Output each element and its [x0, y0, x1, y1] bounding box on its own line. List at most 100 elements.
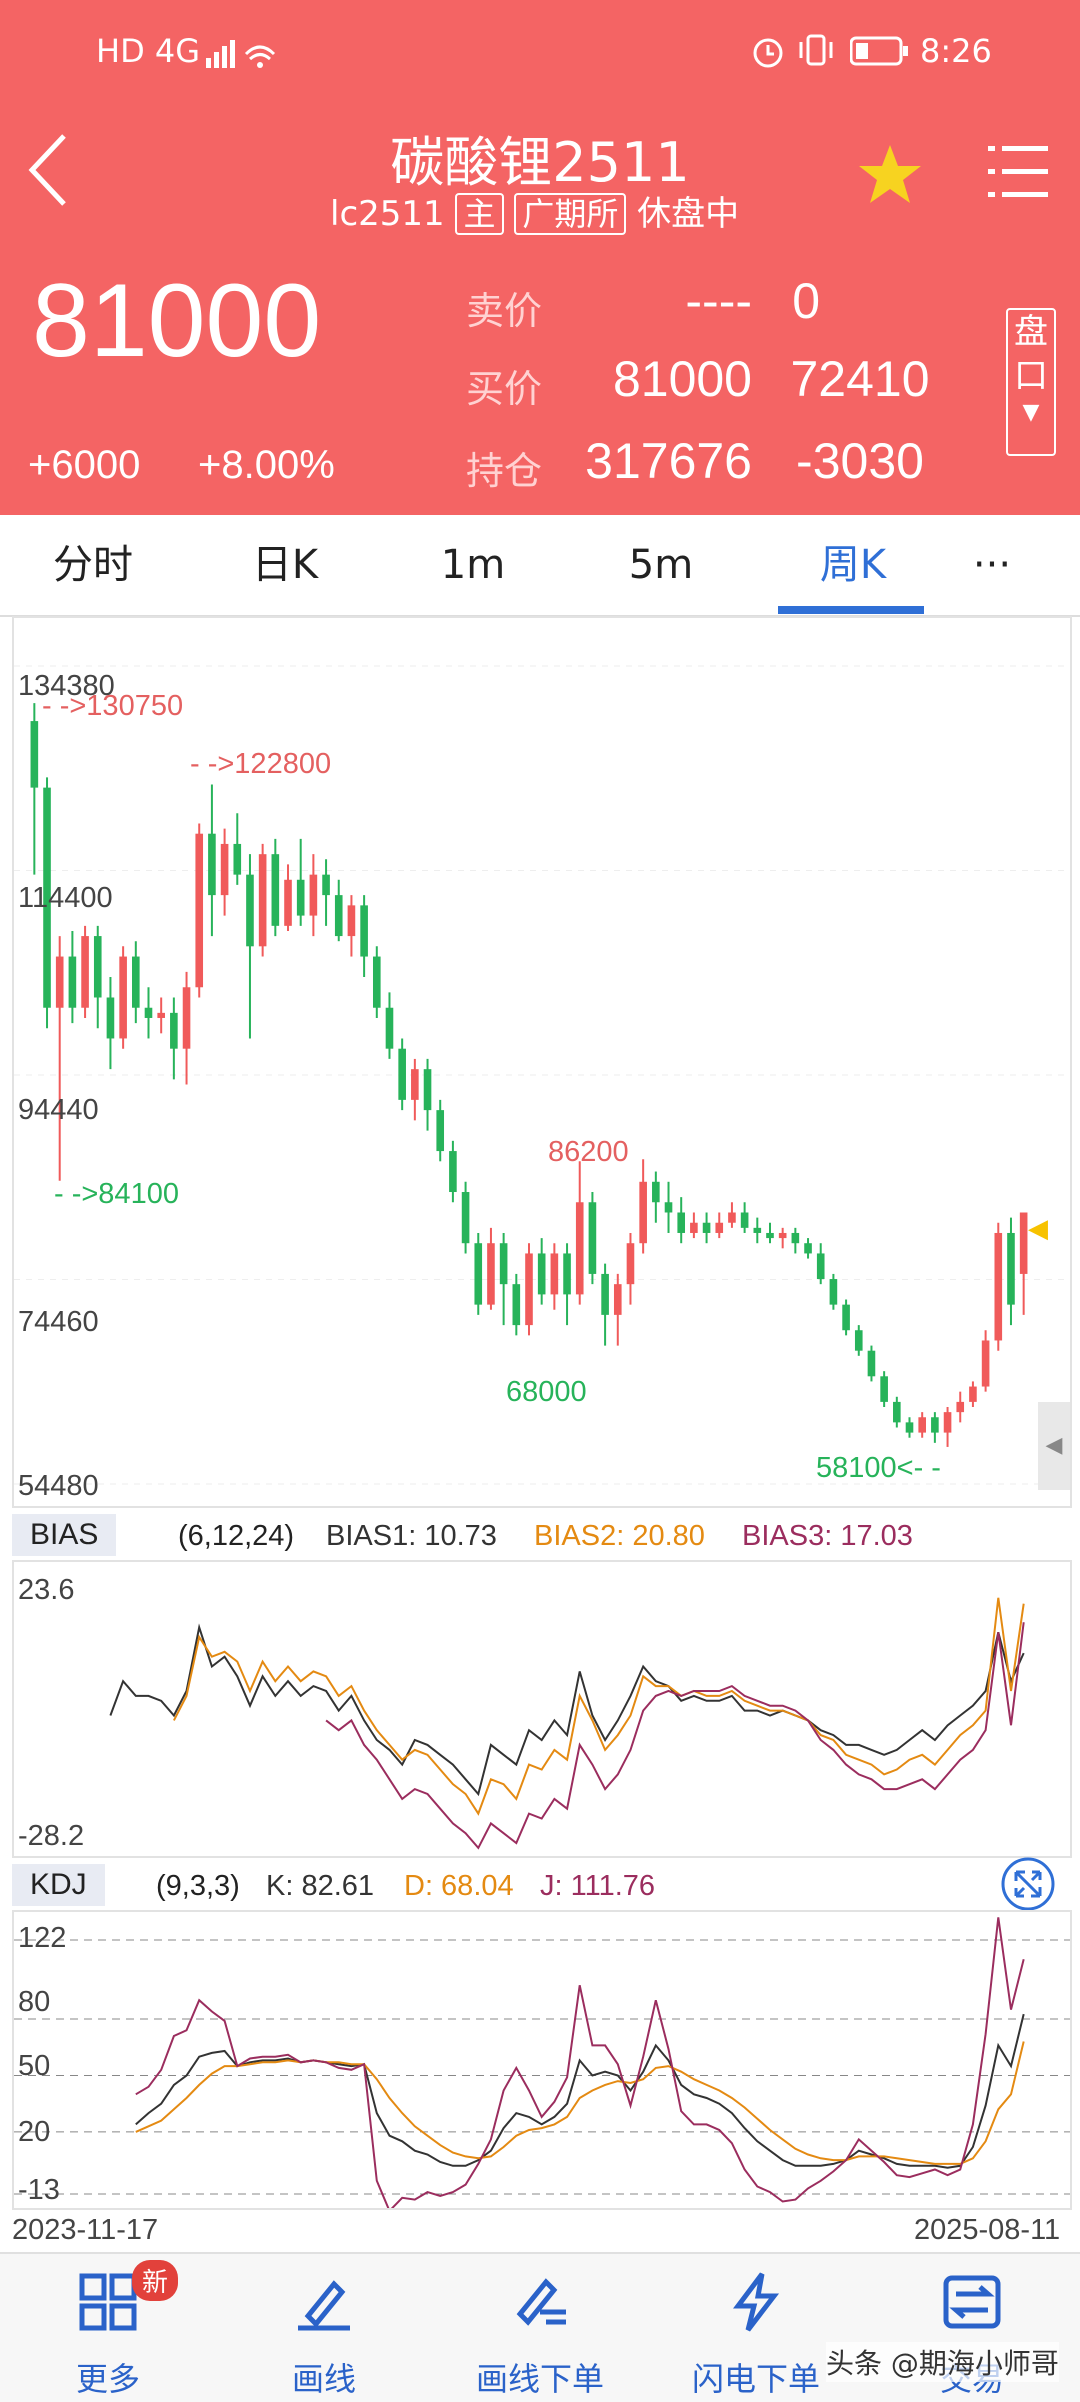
- open-interest-label: 持仓: [466, 449, 543, 493]
- ask-label: 卖价: [466, 289, 543, 333]
- tab-5m[interactable]: 5m: [628, 542, 694, 588]
- annotation-low-left: - ->84100: [54, 1178, 179, 1210]
- candle-body: [296, 879, 305, 916]
- candle-body: [157, 1012, 165, 1018]
- candle-body: [208, 833, 216, 896]
- exchange-tag: 广期所: [514, 193, 627, 235]
- contract-subtitle: lc2511 主 广期所 休盘中: [330, 186, 739, 235]
- candle-body: [1007, 1232, 1015, 1305]
- kdj-header: KDJ (9,3,3) K: 82.61 D: 68.04 J: 111.76: [12, 1857, 1068, 1911]
- candle-body: [880, 1376, 888, 1402]
- status-time: 8:26: [920, 32, 992, 70]
- nav-draw-order[interactable]: 画线下单: [440, 2254, 640, 2402]
- collapse-panel-icon[interactable]: ◀: [1038, 1402, 1070, 1490]
- candle-body: [411, 1069, 419, 1100]
- menu-icon[interactable]: [988, 144, 1048, 204]
- candle-body: [829, 1279, 838, 1305]
- tab-intraday[interactable]: 分时: [53, 542, 133, 588]
- candle-body: [1019, 1212, 1028, 1274]
- quote-header: HD 4G 8:26 碳酸锂2511 lc2511 主 广期所 休盘中 8100…: [0, 0, 1080, 515]
- bias-indicator-selector[interactable]: BIAS: [12, 1514, 117, 1556]
- back-arrow-icon: [28, 134, 66, 206]
- bias-panel[interactable]: 23.6 -28.2: [12, 1560, 1072, 1858]
- candle-body: [766, 1232, 774, 1239]
- candle-body: [81, 936, 89, 1008]
- candle-body: [753, 1227, 762, 1233]
- candle-body: [613, 1284, 622, 1315]
- candle-body: [449, 1151, 457, 1193]
- tab-daily-k[interactable]: 日K: [251, 542, 319, 588]
- candle-body: [575, 1202, 584, 1295]
- candle-body: [854, 1330, 863, 1351]
- candle-body: [461, 1192, 470, 1244]
- draw-order-icon: [516, 2278, 566, 2326]
- candle-body: [702, 1222, 711, 1233]
- kdj-chart: [14, 1917, 1070, 2208]
- nav-flash-order[interactable]: 闪电下单: [656, 2254, 856, 2402]
- candle-body: [43, 787, 51, 1008]
- x-start-date: 2023-11-17: [12, 2214, 159, 2246]
- candle-body: [867, 1350, 876, 1377]
- kdj-k-value: K: 82.61: [266, 1870, 375, 1902]
- y-tick-label: 94440: [18, 1094, 99, 1126]
- bias2-value: BIAS2: 20.80: [534, 1520, 705, 1552]
- biasSvg-series-line: [173, 1597, 1025, 1816]
- bias1-value: BIAS1: 10.73: [326, 1520, 497, 1552]
- candle-body: [956, 1401, 965, 1413]
- candle-body: [195, 833, 204, 988]
- candle-body: [106, 997, 115, 1039]
- bid-label: 买价: [466, 367, 543, 411]
- more-tabs-button[interactable]: ···: [972, 542, 1012, 588]
- candle-body: [93, 936, 102, 998]
- fullscreen-icon[interactable]: [1000, 1856, 1056, 1916]
- candle-body: [284, 879, 292, 926]
- candle-body: [182, 987, 191, 1049]
- candle-body: [804, 1243, 812, 1254]
- tab-1m[interactable]: 1m: [440, 542, 506, 588]
- candle-body: [487, 1243, 495, 1305]
- candle-body: [816, 1253, 825, 1280]
- lightning-icon: [733, 2272, 780, 2332]
- candle-body: [893, 1401, 901, 1423]
- battery-icon: [849, 36, 910, 70]
- kline-chart[interactable]: [14, 618, 1070, 1506]
- candle-body: [639, 1181, 647, 1244]
- candle-body: [233, 843, 242, 875]
- y-tick-label: 54480: [18, 1470, 99, 1502]
- candle-body: [994, 1232, 1003, 1341]
- nav-more[interactable]: 新 更多: [8, 2254, 208, 2402]
- tab-weekly-k[interactable]: 周K: [819, 542, 887, 588]
- grid-icon: [79, 2273, 137, 2331]
- ask-volume: 0: [792, 273, 820, 329]
- main-contract-tag: 主: [455, 193, 504, 235]
- kdj-j-value: J: 111.76: [540, 1870, 656, 1902]
- price-change: +6000: [28, 443, 141, 487]
- candle-body: [499, 1243, 508, 1285]
- candle-body: [258, 854, 267, 947]
- kline-panel[interactable]: 134380 114400 94440 74460 54480 - ->1307…: [12, 616, 1072, 1508]
- candle-body: [943, 1412, 952, 1433]
- last-price: 81000: [32, 263, 322, 379]
- candle-body: [132, 956, 140, 1008]
- back-button[interactable]: [26, 130, 70, 214]
- kdj-panel[interactable]: 122 80 50 20 -13: [12, 1910, 1072, 2210]
- bias3-value: BIAS3: 17.03: [742, 1520, 913, 1552]
- ask-price: ----: [685, 273, 752, 329]
- favorite-star-icon[interactable]: [856, 142, 924, 210]
- candle-body: [588, 1202, 597, 1274]
- nav-draw-line[interactable]: 画线: [224, 2254, 424, 2402]
- candle-body: [918, 1417, 926, 1433]
- candle-body: [791, 1232, 800, 1244]
- y-tick-label: 114400: [18, 882, 113, 914]
- candle-body: [563, 1253, 571, 1295]
- candle-body: [347, 905, 356, 937]
- candle-body: [525, 1253, 533, 1326]
- candle-body: [474, 1243, 483, 1305]
- contract-title: 碳酸锂2511: [390, 131, 690, 194]
- annotation-high-2: - ->122800: [190, 748, 332, 780]
- active-tab-indicator: [778, 606, 924, 614]
- price-change-pct: +8.00%: [198, 443, 335, 487]
- caret-down-icon: ▼: [1022, 400, 1040, 425]
- order-book-toggle[interactable]: 盘 口 ▼: [1006, 308, 1056, 456]
- kdj-indicator-selector[interactable]: KDJ: [12, 1864, 105, 1906]
